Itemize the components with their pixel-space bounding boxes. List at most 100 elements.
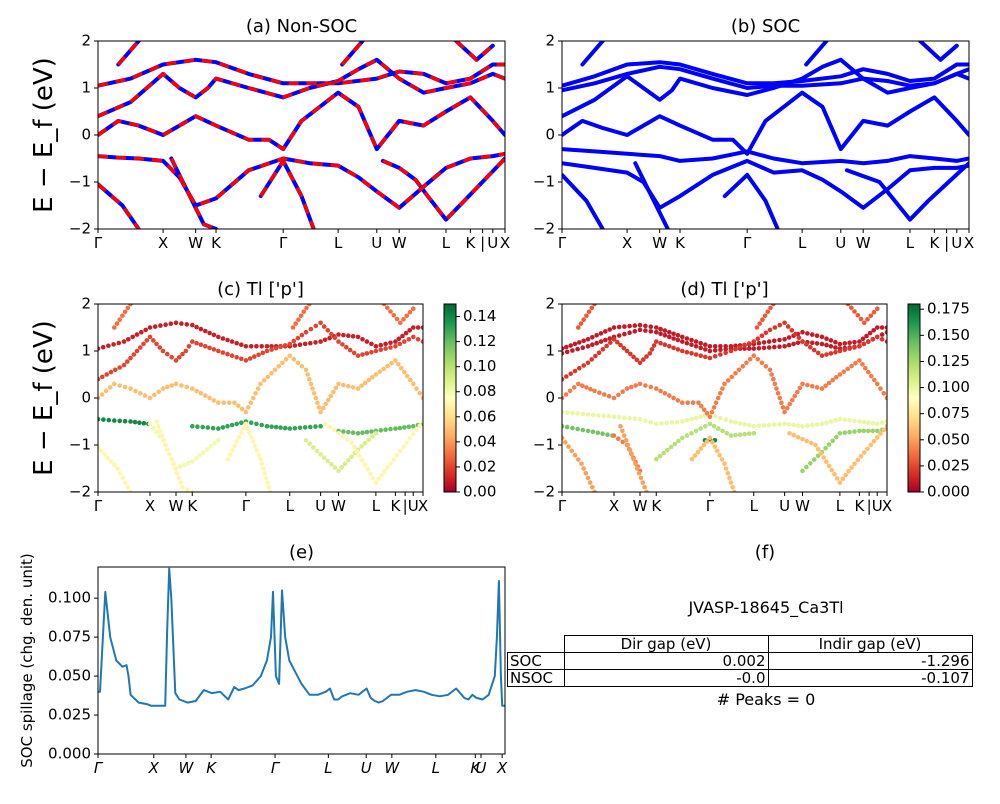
projected-band-point	[152, 324, 158, 329]
projected-band-point	[821, 455, 826, 460]
projected-band-point	[402, 369, 407, 375]
axes-frame	[97, 566, 506, 755]
projected-band-point	[404, 440, 410, 445]
projected-band-point	[590, 335, 595, 340]
projected-band-point	[229, 422, 235, 428]
projected-band-point	[775, 391, 781, 396]
projected-band-point	[837, 372, 843, 377]
projected-band-point	[733, 432, 738, 438]
projected-band-point	[347, 347, 353, 353]
projected-band-point	[611, 337, 617, 342]
projected-band-point	[585, 428, 591, 434]
projected-band-point	[819, 341, 825, 347]
projected-band-point	[190, 489, 195, 492]
projected-band-point	[667, 334, 672, 340]
projected-band-point	[643, 323, 648, 329]
projected-band-point	[634, 466, 640, 471]
projected-band-point	[785, 324, 791, 329]
projected-band-point	[855, 313, 861, 318]
projected-band-point	[584, 385, 589, 390]
projected-band-point	[855, 457, 861, 463]
projected-band-point	[562, 409, 565, 415]
gap-table-col-dir: Dir gap (eV)	[563, 635, 769, 653]
projected-band-point	[627, 323, 632, 329]
projected-band-point	[768, 305, 773, 311]
projected-band-point	[777, 337, 782, 343]
projected-band-point	[344, 344, 349, 350]
projected-band-point	[411, 423, 416, 429]
projected-band-point	[336, 339, 341, 344]
projected-band-point	[847, 340, 852, 346]
colorbar-tick-label: 0.075	[927, 404, 970, 422]
projected-band-point	[283, 356, 289, 362]
projected-band-point	[689, 416, 694, 422]
projected-band-point	[220, 425, 226, 430]
projected-band-point	[407, 436, 413, 441]
projected-band-point	[837, 341, 843, 347]
projected-band-point	[190, 386, 195, 391]
projected-band-point	[108, 369, 114, 375]
panel-title: (c) Tl ['p']	[217, 279, 304, 300]
projected-band-point	[169, 355, 174, 360]
projected-band-point	[142, 393, 148, 398]
projected-band-point	[368, 471, 373, 477]
projected-band-point	[332, 465, 338, 470]
projected-band-point	[98, 376, 101, 382]
projected-band-point	[621, 345, 627, 351]
x-tick-label: U	[371, 234, 382, 252]
projected-band-point	[157, 345, 163, 350]
projected-band-point	[833, 345, 838, 350]
projected-band-point	[782, 320, 787, 326]
projected-band-point	[327, 335, 332, 341]
projected-band-point	[588, 386, 593, 392]
projected-band-point	[636, 470, 642, 476]
x-tick-label: L	[286, 497, 295, 515]
projected-band-point	[804, 438, 810, 444]
colorbar-tick-label: 0.150	[927, 326, 970, 344]
x-tick-label: X	[145, 497, 155, 515]
projected-band-point	[349, 454, 354, 460]
projected-band-point	[833, 339, 838, 345]
projected-band-point	[311, 391, 317, 396]
projected-band-point	[779, 400, 784, 406]
x-tick-label: K	[206, 759, 217, 777]
projected-band-point	[320, 405, 326, 411]
projected-band-point	[723, 417, 728, 423]
projected-band-point	[659, 421, 664, 426]
projected-band-point	[772, 325, 778, 330]
projected-band-point	[751, 339, 757, 344]
projected-band-point	[198, 391, 204, 396]
x-tick-label: K	[675, 234, 686, 252]
projected-band-point	[761, 423, 767, 428]
projected-band-point	[177, 464, 183, 470]
projected-band-point	[608, 340, 613, 345]
projected-band-point	[701, 407, 707, 413]
projected-band-point	[607, 336, 612, 341]
projected-band-point	[360, 458, 365, 463]
projected-band-point	[254, 344, 259, 349]
y-tick-label: 1	[81, 79, 91, 97]
projected-band-point	[122, 309, 128, 315]
projected-band-point	[122, 384, 128, 390]
projected-band-point	[804, 464, 809, 470]
projected-band-point	[643, 383, 648, 388]
projected-band-point	[307, 304, 312, 307]
projected-band-point	[303, 438, 309, 443]
projected-band-point	[397, 341, 403, 347]
projected-band-point	[654, 329, 659, 335]
projected-band-point	[648, 324, 654, 330]
projected-band-point	[680, 435, 685, 441]
projected-band-point	[772, 381, 778, 387]
projected-band-point	[791, 432, 797, 438]
projected-band-point	[248, 400, 254, 406]
projected-band-point	[125, 305, 131, 311]
projected-band-point	[247, 430, 252, 436]
projected-band-point	[156, 389, 161, 395]
y-tick-label: 0.050	[48, 667, 91, 685]
x-tick-label: W	[178, 759, 194, 777]
projected-band-point	[308, 340, 313, 346]
band-line-non-soc	[455, 41, 494, 62]
projected-band-point	[819, 421, 825, 427]
projected-band-point	[868, 442, 874, 448]
projected-band-point	[657, 453, 663, 459]
